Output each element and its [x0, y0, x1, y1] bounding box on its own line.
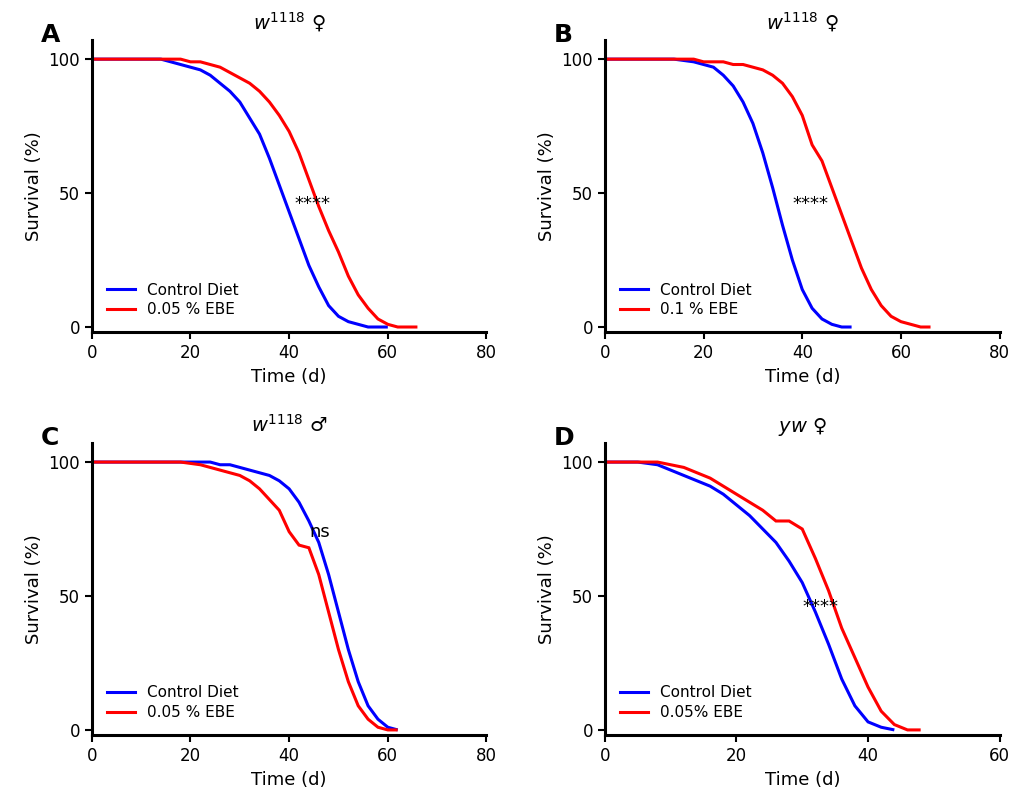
Text: ns: ns [309, 523, 329, 541]
Title: $\it{w}^{1118}$ ♀: $\it{w}^{1118}$ ♀ [253, 11, 325, 34]
Legend: Control Diet, 0.05% EBE: Control Diet, 0.05% EBE [612, 678, 758, 728]
Text: A: A [41, 23, 60, 47]
Text: C: C [41, 426, 59, 450]
Title: $\it{yw}$ ♀: $\it{yw}$ ♀ [777, 416, 825, 438]
Y-axis label: Survival (%): Survival (%) [24, 132, 43, 242]
X-axis label: Time (d): Time (d) [251, 771, 326, 789]
Text: ****: **** [802, 598, 838, 616]
Legend: Control Diet, 0.1 % EBE: Control Diet, 0.1 % EBE [612, 275, 758, 325]
Y-axis label: Survival (%): Survival (%) [24, 534, 43, 644]
X-axis label: Time (d): Time (d) [764, 771, 840, 789]
Text: ****: **** [792, 195, 827, 213]
X-axis label: Time (d): Time (d) [764, 368, 840, 385]
Text: ****: **** [293, 195, 330, 213]
Y-axis label: Survival (%): Survival (%) [537, 534, 555, 644]
Text: B: B [553, 23, 572, 47]
Y-axis label: Survival (%): Survival (%) [537, 132, 555, 242]
X-axis label: Time (d): Time (d) [251, 368, 326, 385]
Title: $\it{w}^{1118}$ ♀: $\it{w}^{1118}$ ♀ [765, 11, 838, 34]
Text: D: D [553, 426, 574, 450]
Legend: Control Diet, 0.05 % EBE: Control Diet, 0.05 % EBE [99, 275, 246, 325]
Title: $\it{w}^{1118}$ ♂: $\it{w}^{1118}$ ♂ [251, 415, 327, 436]
Legend: Control Diet, 0.05 % EBE: Control Diet, 0.05 % EBE [99, 678, 246, 728]
